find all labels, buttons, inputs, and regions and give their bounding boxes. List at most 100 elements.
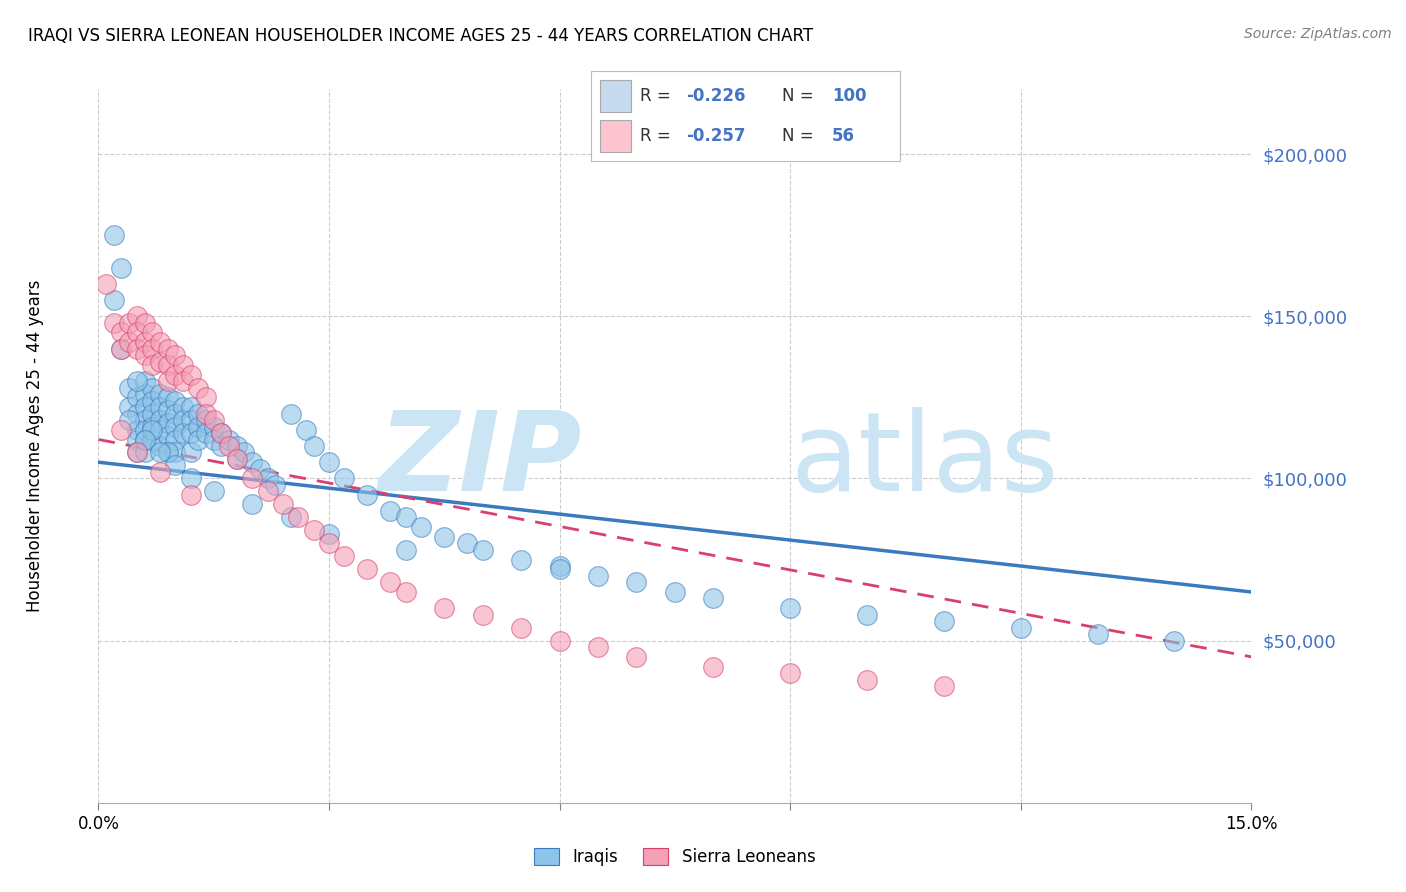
- Point: [141, 381, 163, 395]
- Point: [156, 342, 179, 356]
- Point: [395, 585, 418, 599]
- Point: [172, 374, 194, 388]
- Point: [94, 277, 117, 291]
- Point: [125, 433, 148, 447]
- Point: [626, 649, 648, 664]
- Text: -0.226: -0.226: [686, 87, 747, 105]
- Point: [240, 471, 263, 485]
- Point: [180, 471, 202, 485]
- Point: [165, 419, 187, 434]
- Point: [256, 484, 278, 499]
- Point: [395, 542, 418, 557]
- Text: atlas: atlas: [790, 407, 1059, 514]
- Point: [141, 407, 163, 421]
- Point: [149, 335, 172, 350]
- Point: [233, 445, 256, 459]
- Point: [433, 601, 456, 615]
- Point: [110, 326, 132, 340]
- Point: [932, 679, 955, 693]
- Point: [510, 552, 533, 566]
- Point: [395, 510, 418, 524]
- Text: N =: N =: [782, 127, 820, 145]
- Point: [856, 607, 879, 622]
- Point: [471, 607, 494, 622]
- Point: [240, 497, 263, 511]
- Point: [187, 419, 209, 434]
- Point: [141, 326, 163, 340]
- Point: [932, 614, 955, 628]
- Point: [295, 423, 318, 437]
- Point: [149, 423, 172, 437]
- Point: [195, 425, 218, 440]
- Text: -0.257: -0.257: [686, 127, 747, 145]
- Point: [141, 393, 163, 408]
- Point: [134, 335, 156, 350]
- Point: [125, 445, 148, 459]
- Point: [149, 354, 172, 368]
- Bar: [600, 120, 631, 152]
- Point: [195, 407, 218, 421]
- Point: [180, 425, 202, 440]
- Point: [249, 461, 271, 475]
- Point: [318, 455, 340, 469]
- Text: R =: R =: [640, 87, 676, 105]
- Text: 100: 100: [832, 87, 866, 105]
- Point: [156, 445, 179, 459]
- Point: [586, 640, 609, 654]
- Point: [548, 559, 571, 574]
- Point: [333, 549, 356, 564]
- Text: ZIP: ZIP: [380, 407, 582, 514]
- Point: [548, 562, 571, 576]
- Point: [202, 433, 225, 447]
- Point: [209, 439, 232, 453]
- Point: [180, 413, 202, 427]
- Legend: Iraqis, Sierra Leoneans: Iraqis, Sierra Leoneans: [527, 841, 823, 873]
- Point: [264, 478, 287, 492]
- Point: [1087, 627, 1109, 641]
- Point: [110, 342, 132, 356]
- Point: [187, 381, 209, 395]
- Point: [141, 342, 163, 356]
- Point: [149, 413, 172, 427]
- Point: [195, 390, 218, 404]
- Text: Householder Income Ages 25 - 44 years: Householder Income Ages 25 - 44 years: [25, 280, 44, 612]
- Point: [141, 423, 163, 437]
- Point: [225, 452, 247, 467]
- Point: [202, 484, 225, 499]
- Point: [471, 542, 494, 557]
- Point: [134, 433, 156, 447]
- Point: [356, 562, 378, 576]
- Point: [156, 445, 179, 459]
- Point: [134, 348, 156, 362]
- Point: [318, 536, 340, 550]
- Point: [172, 413, 194, 427]
- Point: [180, 488, 202, 502]
- Point: [172, 358, 194, 372]
- Point: [202, 419, 225, 434]
- Point: [125, 445, 148, 459]
- Point: [165, 393, 187, 408]
- Point: [118, 400, 141, 414]
- Point: [411, 520, 433, 534]
- Point: [125, 390, 148, 404]
- Point: [103, 228, 125, 243]
- Point: [380, 504, 402, 518]
- Point: [156, 403, 179, 417]
- Point: [548, 633, 571, 648]
- Point: [187, 433, 209, 447]
- Text: Source: ZipAtlas.com: Source: ZipAtlas.com: [1244, 27, 1392, 41]
- Point: [125, 342, 148, 356]
- Point: [110, 260, 132, 275]
- Point: [118, 381, 141, 395]
- Point: [209, 425, 232, 440]
- Point: [318, 526, 340, 541]
- Point: [195, 413, 218, 427]
- Point: [165, 407, 187, 421]
- Point: [664, 585, 686, 599]
- Point: [180, 368, 202, 382]
- Point: [180, 400, 202, 414]
- Point: [125, 310, 148, 324]
- Point: [149, 439, 172, 453]
- Point: [165, 348, 187, 362]
- Point: [510, 621, 533, 635]
